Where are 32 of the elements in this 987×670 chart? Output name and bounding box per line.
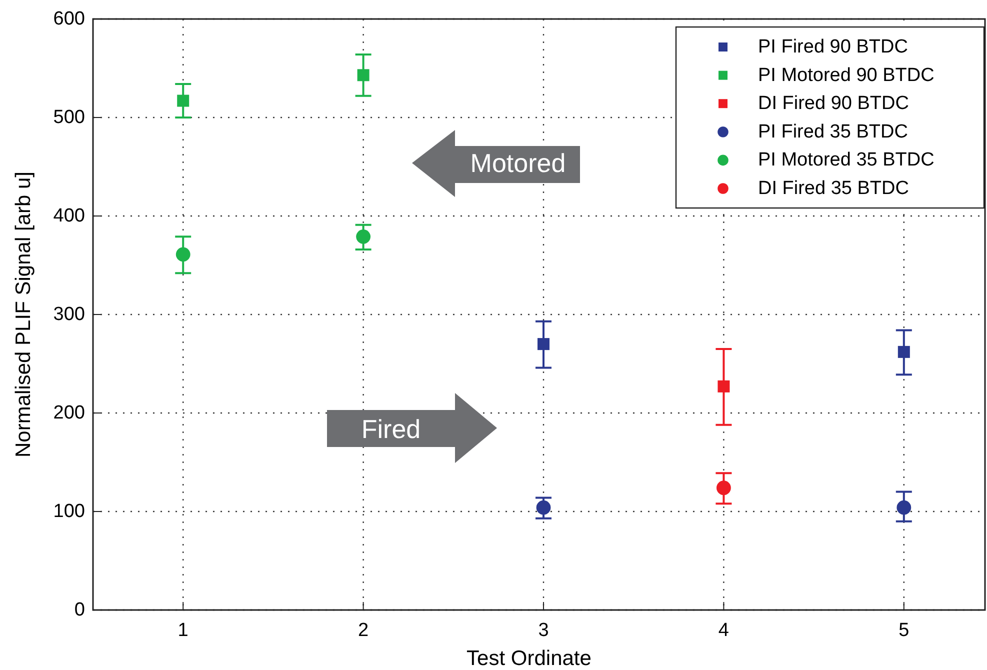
point	[356, 229, 371, 244]
x-axis-title: Test Ordinate	[466, 647, 592, 670]
point	[718, 380, 730, 392]
y-tick-label: 200	[53, 402, 85, 424]
annotation: Fired	[361, 414, 421, 444]
point	[357, 69, 370, 82]
x-tick-label: 4	[718, 620, 730, 641]
y-tick-label: 300	[53, 304, 85, 325]
legend-label: PI Fired 90 BTDC	[758, 36, 908, 58]
y-tick-label: 400	[53, 206, 85, 226]
legend-label: PI Motored 90 BTDC	[758, 64, 934, 86]
x-tick-label: 3	[538, 620, 549, 641]
legend-label: PI Motored 35 BTDC	[758, 150, 934, 171]
x-tick-label: 1	[178, 620, 188, 641]
point	[536, 500, 551, 515]
x-tick-label: 2	[358, 620, 369, 641]
point	[716, 480, 731, 496]
point	[176, 247, 190, 262]
y-tick-label: 600	[53, 8, 85, 30]
y-tick-label: 500	[53, 107, 85, 128]
legend-label: PI Fired 35 BTDC	[758, 121, 908, 142]
point	[538, 338, 550, 350]
point	[898, 346, 910, 358]
y-tick-label: 100	[53, 501, 85, 522]
legend-label: DI Fired 35 BTDC	[758, 178, 909, 199]
annotation: Motored	[470, 148, 566, 178]
legend-label: DI Fired 90 BTDC	[758, 93, 909, 114]
x-tick-label: 5	[898, 620, 910, 641]
point	[177, 94, 190, 107]
point	[896, 500, 912, 515]
y-axis-title: Normalised PLIF Signal [arb u]	[12, 172, 35, 458]
y-tick-label: 0	[74, 600, 85, 620]
